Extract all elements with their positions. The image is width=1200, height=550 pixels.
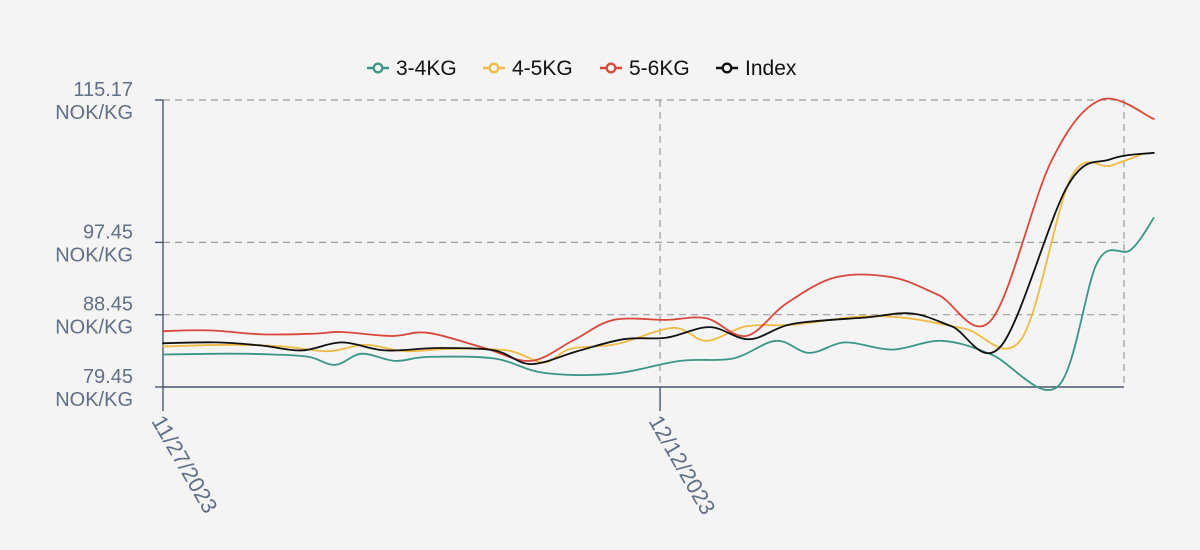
legend[interactable]: 3-4KG 4-5KG 5-6KG Index bbox=[367, 57, 797, 80]
x-tick-label: 11/27/2023 bbox=[147, 411, 223, 517]
legend-label: 4-5KG bbox=[512, 57, 573, 80]
legend-item-4-5kg[interactable]: 4-5KG bbox=[483, 57, 573, 80]
x-axis-tick-labels: 11/27/2023 12/12/2023 bbox=[147, 411, 721, 519]
y-axis-tick-labels: 79.45NOK/KG88.45NOK/KG97.45NOK/KG115.17N… bbox=[55, 79, 133, 411]
y-tick-unit: NOK/KG bbox=[55, 244, 133, 266]
x-tick-label: 12/12/2023 bbox=[644, 411, 721, 519]
series-line-index bbox=[162, 151, 1155, 366]
legend-label: Index bbox=[745, 57, 797, 80]
axes bbox=[155, 99, 1124, 411]
legend-marker-icon bbox=[488, 62, 500, 74]
legend-label: 5-6KG bbox=[629, 57, 690, 80]
legend-marker-icon bbox=[372, 62, 384, 74]
series-line-4-5kg bbox=[162, 152, 1145, 364]
grid-lines bbox=[163, 99, 1125, 388]
legend-item-5-6kg[interactable]: 5-6KG bbox=[600, 57, 690, 80]
legend-label: 3-4KG bbox=[396, 57, 457, 80]
y-tick-label: 115.17 bbox=[73, 79, 133, 101]
y-tick-label: 79.45 bbox=[83, 366, 133, 388]
y-tick-unit: NOK/KG bbox=[55, 317, 133, 339]
series-line-3-4kg bbox=[162, 217, 1155, 391]
y-tick-label: 97.45 bbox=[83, 221, 133, 243]
legend-item-index[interactable]: Index bbox=[716, 57, 797, 80]
legend-item-3-4kg[interactable]: 3-4KG bbox=[367, 57, 457, 80]
series-line-5-6kg bbox=[162, 97, 1155, 362]
y-tick-label: 88.45 bbox=[83, 294, 133, 316]
legend-marker-icon bbox=[605, 62, 617, 74]
legend-marker-icon bbox=[721, 62, 733, 74]
y-tick-unit: NOK/KG bbox=[55, 389, 133, 411]
y-tick-unit: NOK/KG bbox=[55, 102, 133, 124]
series-lines bbox=[162, 97, 1155, 391]
